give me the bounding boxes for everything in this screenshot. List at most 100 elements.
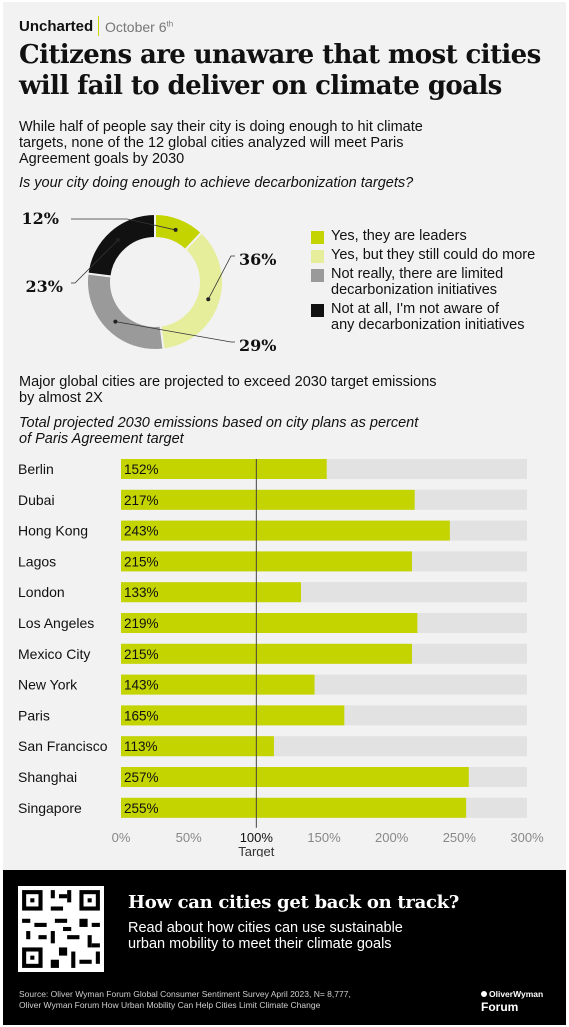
bar-category-label: Los Angeles [18,615,94,631]
logo-dot-icon [481,991,487,997]
donut-value-label: 36% [239,250,276,269]
x-tick-label: 150% [307,830,341,845]
donut-chart: 12% 36% 29% 23% [22,209,277,355]
x-tick-label: 200% [375,830,409,845]
legend-swatch [311,250,324,263]
bar [121,643,412,664]
legend-label-2: any decarbonization initiatives [331,317,525,333]
section-subtitle-line-1: Total projected 2030 emissions based on … [19,415,419,431]
bar-category-label: London [18,584,65,600]
callout-dot [173,227,178,232]
source-line-2: Oliver Wyman Forum How Urban Mobility Ca… [19,1000,321,1010]
bar-value-label: 143% [124,678,159,693]
subtitle-line-3: Agreement goals by 2030 [19,151,185,167]
logo-top: OliverWyman [481,989,543,999]
section-title-line-2: by almost 2X [19,390,103,406]
bar-category-label: Berlin [18,461,54,477]
bar-category-label: New York [18,677,78,693]
bar [121,767,469,787]
donut-value-label: 23% [26,277,63,296]
donut-slice [160,233,222,349]
date-text: October 6 [105,19,167,35]
subtitle-line-2: targets, none of the 12 global cities an… [19,135,404,151]
section-title-line-1: Major global cities are projected to exc… [19,374,437,390]
footer-banner: How can cities get back on track? Read a… [3,870,566,1025]
section-title: Major global cities are projected to exc… [19,374,519,406]
legend-item-leaders: Yes, they are leaders [311,228,561,244]
qr-code[interactable] [18,886,104,972]
logo-bottom-text: Forum [481,1000,519,1014]
bar-category-label: Dubai [18,492,55,508]
source-line-1: Source: Oliver Wyman Forum Global Consum… [19,989,351,999]
donut-slice [154,215,201,250]
cta-title: How can cities get back on track? [128,892,460,913]
target-label: Target [238,844,275,857]
legend-label: Not at all, I'm not aware of [331,301,499,317]
bar-category-label: Shanghai [18,769,77,785]
callout-line [115,321,235,343]
oliver-wyman-forum-logo: OliverWyman Forum [481,989,543,1014]
x-tick-label: 250% [443,830,477,845]
bar-value-label: 215% [124,554,159,569]
bar-value-label: 165% [124,708,159,723]
legend-item-not-really: Not really, there are limited decarboniz… [311,266,561,298]
bar-value-label: 217% [124,493,159,508]
donut-value-label: 29% [239,336,276,355]
date-suffix: th [166,19,174,29]
callout-dot [115,237,120,242]
slice-separator [184,231,203,251]
callout-line [71,239,119,284]
bar-value-label: 255% [124,801,159,816]
brand-name: Uncharted [19,18,94,35]
page-title: Citizens are unaware that most cities wi… [19,40,559,102]
x-tick-label: 50% [176,830,202,845]
donut-value-label: 12% [22,209,59,228]
x-tick-label: 100% [240,830,274,845]
callout-line [207,255,235,300]
bar-value-label: 257% [124,770,159,785]
section-subtitle: Total projected 2030 emissions based on … [19,415,469,447]
legend-swatch [311,231,324,244]
cta-text: Read about how cities can use sustainabl… [128,920,448,952]
callout-dot [206,297,211,302]
bar [121,613,418,633]
title-line-2: will fail to deliver on climate goals [19,71,502,101]
bar [121,459,327,479]
callout-line [71,218,176,231]
bar-value-label: 113% [124,739,158,754]
legend-label: Not really, there are limited [331,266,504,282]
bar-value-label: 219% [124,616,159,631]
bar [121,489,415,510]
bar [121,705,345,726]
legend-swatch [311,304,324,317]
bar-value-label: 133% [124,585,159,600]
legend-swatch [311,269,324,282]
slice-separator [87,272,112,278]
legend-label-2: decarbonization initiatives [331,282,498,298]
bar-category-label: San Francisco [18,738,108,754]
legend-label: Yes, they are leaders [331,228,467,244]
bar-value-label: 243% [124,524,159,539]
bar-value-label: 215% [124,647,159,662]
bar [121,551,412,572]
bar-category-label: Mexico City [18,646,90,662]
bar-category-label: Lagos [18,553,56,569]
cta-line-2: urban mobility to meet their climate goa… [128,936,392,952]
bar-value-label: 152% [124,462,159,477]
source-note: Source: Oliver Wyman Forum Global Consum… [19,989,439,1011]
survey-question: Is your city doing enough to achieve dec… [19,175,414,191]
bar [121,797,467,818]
subtitle-line-1: While half of people say their city is d… [19,119,423,135]
infographic-card: Uncharted October 6th Citizens are unawa… [3,2,566,1025]
legend-label: Yes, but they still could do more [331,247,536,263]
publish-date: October 6th [105,19,173,35]
bar [121,520,450,541]
bar-category-label: Hong Kong [18,523,88,539]
donut-legend: Yes, they are leaders Yes, but they stil… [311,228,561,336]
bar [121,674,315,695]
legend-item-could-do-more: Yes, but they still could do more [311,247,561,263]
bar [121,736,274,757]
title-line-1: Citizens are unaware that most cities [19,40,541,70]
bar-category-label: Singapore [18,800,82,816]
bar-category-label: Paris [18,707,50,723]
